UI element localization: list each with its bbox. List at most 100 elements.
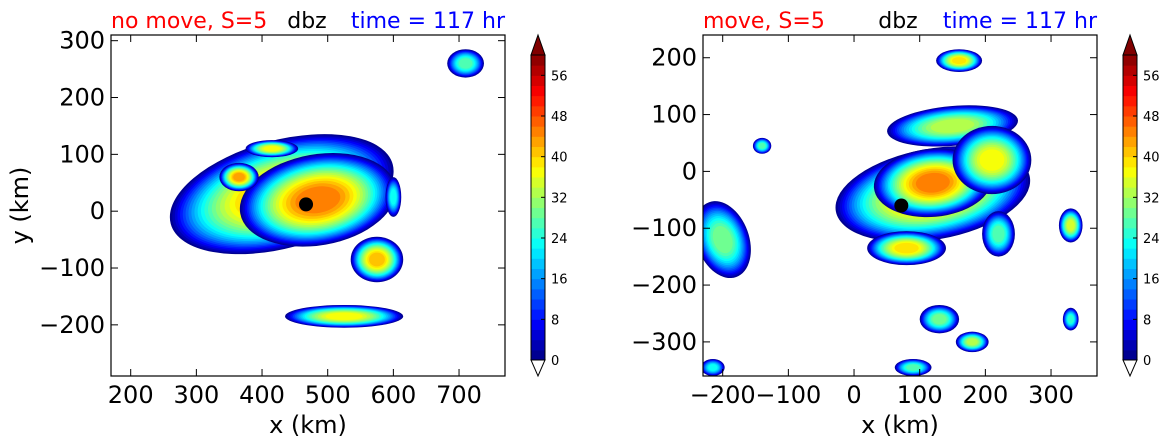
- x-axis-label: x (km): [861, 411, 939, 439]
- colorbar: 0 8 16 24 32 40 48 56: [530, 33, 568, 378]
- colorbar-band: [531, 299, 545, 310]
- colorbar-band: [531, 217, 545, 229]
- y-tick-label: −300: [631, 328, 697, 356]
- colorbar-band: [531, 126, 545, 137]
- contour-level-28: [932, 314, 947, 325]
- colorbar-extend-min: [1122, 359, 1138, 378]
- colorbar-tick-label: 56: [1143, 69, 1160, 84]
- colorbar-band: [531, 207, 545, 219]
- storm-cell-6: [936, 49, 983, 72]
- contour-level-42: [233, 172, 245, 182]
- contour-level-26: [906, 364, 920, 371]
- contour-level-28: [712, 226, 733, 254]
- colorbar-band: [531, 319, 545, 330]
- storm-cell-8: [752, 137, 772, 154]
- colorbar-tick-label: 48: [1143, 110, 1160, 125]
- colorbar-band: [531, 227, 545, 239]
- colorbar-band: [1123, 268, 1137, 280]
- y-tick-label: −200: [631, 271, 697, 299]
- x-tick-label: 200: [108, 381, 154, 409]
- colorbar-band: [531, 248, 545, 259]
- colorbar-band: [531, 268, 545, 280]
- contour-level-40: [369, 252, 385, 267]
- colorbar-band: [531, 156, 545, 168]
- colorbar-tick-label: 16: [551, 273, 568, 288]
- y-tick-label: 0: [682, 157, 697, 185]
- storm-cell-11: [919, 304, 960, 334]
- title-center: dbz: [287, 9, 326, 34]
- colorbar-band: [1123, 95, 1137, 107]
- contour-level-38: [952, 57, 967, 65]
- colorbar-band: [531, 116, 545, 127]
- x-tick-label: 500: [305, 381, 351, 409]
- colorbar-band: [531, 197, 545, 208]
- colorbar-band: [1123, 339, 1137, 351]
- y-tick-label: 0: [90, 197, 105, 225]
- colorbar-band: [1123, 187, 1137, 198]
- y-tick-label: 200: [59, 84, 105, 112]
- colorbar-tick-label: 16: [1143, 273, 1160, 288]
- contour-level-32: [930, 119, 975, 133]
- colorbar-band: [531, 349, 545, 361]
- colorbar-band: [1123, 329, 1137, 341]
- colorbar-band: [1123, 309, 1137, 320]
- colorbar-tick-label: 56: [551, 69, 568, 84]
- colorbar-band: [531, 309, 545, 320]
- storm-cell-5: [285, 304, 404, 328]
- colorbar-frame: [530, 54, 546, 361]
- contour-level-38: [894, 242, 919, 254]
- contour-level-34: [1066, 219, 1075, 231]
- y-tick-label: −100: [39, 254, 105, 282]
- colorbar-band: [1123, 116, 1137, 127]
- colorbar-band: [1123, 55, 1137, 66]
- colorbar-band: [531, 166, 545, 178]
- contour-level-22: [708, 364, 718, 371]
- colorbar-band: [1123, 105, 1137, 117]
- colorbar-band: [1123, 75, 1137, 86]
- colorbar-band: [1123, 217, 1137, 229]
- colorbar-band: [1123, 248, 1137, 259]
- colorbar-extend-max: [530, 33, 546, 56]
- storm-cell-3: [245, 140, 299, 158]
- title-right: time = 117 hr: [943, 9, 1098, 34]
- storm-cell-3: [952, 125, 1032, 195]
- colorbar-extend-min: [530, 359, 546, 378]
- title-left: move, S=5: [703, 9, 825, 34]
- contour-level-36: [263, 145, 281, 152]
- storm-cell-5: [982, 211, 1015, 257]
- x-tick-label: 100: [897, 381, 943, 409]
- colorbar-band: [1123, 177, 1137, 188]
- colorbar-band: [1123, 166, 1137, 178]
- y-tick-label: 100: [651, 101, 697, 129]
- colorbar-band: [531, 288, 545, 300]
- y-tick-label: −200: [39, 311, 105, 339]
- colorbar-band: [531, 55, 545, 66]
- colorbar-frame: [1122, 54, 1138, 361]
- y-tick-label: 300: [59, 27, 105, 55]
- y-tick-label: 100: [59, 140, 105, 168]
- contour-level-32: [966, 338, 978, 346]
- x-axis-label: x (km): [269, 411, 347, 439]
- colorbar-band: [531, 65, 545, 76]
- contour-level-36: [979, 149, 1005, 171]
- colorbar-tick-label: 32: [1143, 191, 1160, 206]
- colorbar-band: [1123, 197, 1137, 208]
- storm-center-marker: [894, 198, 909, 213]
- colorbar-band: [531, 95, 545, 107]
- storm-cell-13: [894, 358, 932, 376]
- colorbar-band: [531, 136, 545, 147]
- colorbar-tick-label: 8: [551, 313, 559, 328]
- colorbar-band: [531, 187, 545, 198]
- colorbar-tick-label: 24: [551, 232, 568, 247]
- colorbar-band: [531, 329, 545, 341]
- storm-cell-2: [219, 162, 259, 192]
- colorbar-band: [1123, 146, 1137, 158]
- colorbar-band: [1123, 349, 1137, 361]
- colorbar-band: [1123, 136, 1137, 147]
- colorbar-extend-max: [1122, 33, 1138, 56]
- storm-cell-9: [1058, 208, 1083, 243]
- colorbar-tick-label: 40: [1143, 151, 1160, 166]
- colorbar-band: [531, 258, 545, 269]
